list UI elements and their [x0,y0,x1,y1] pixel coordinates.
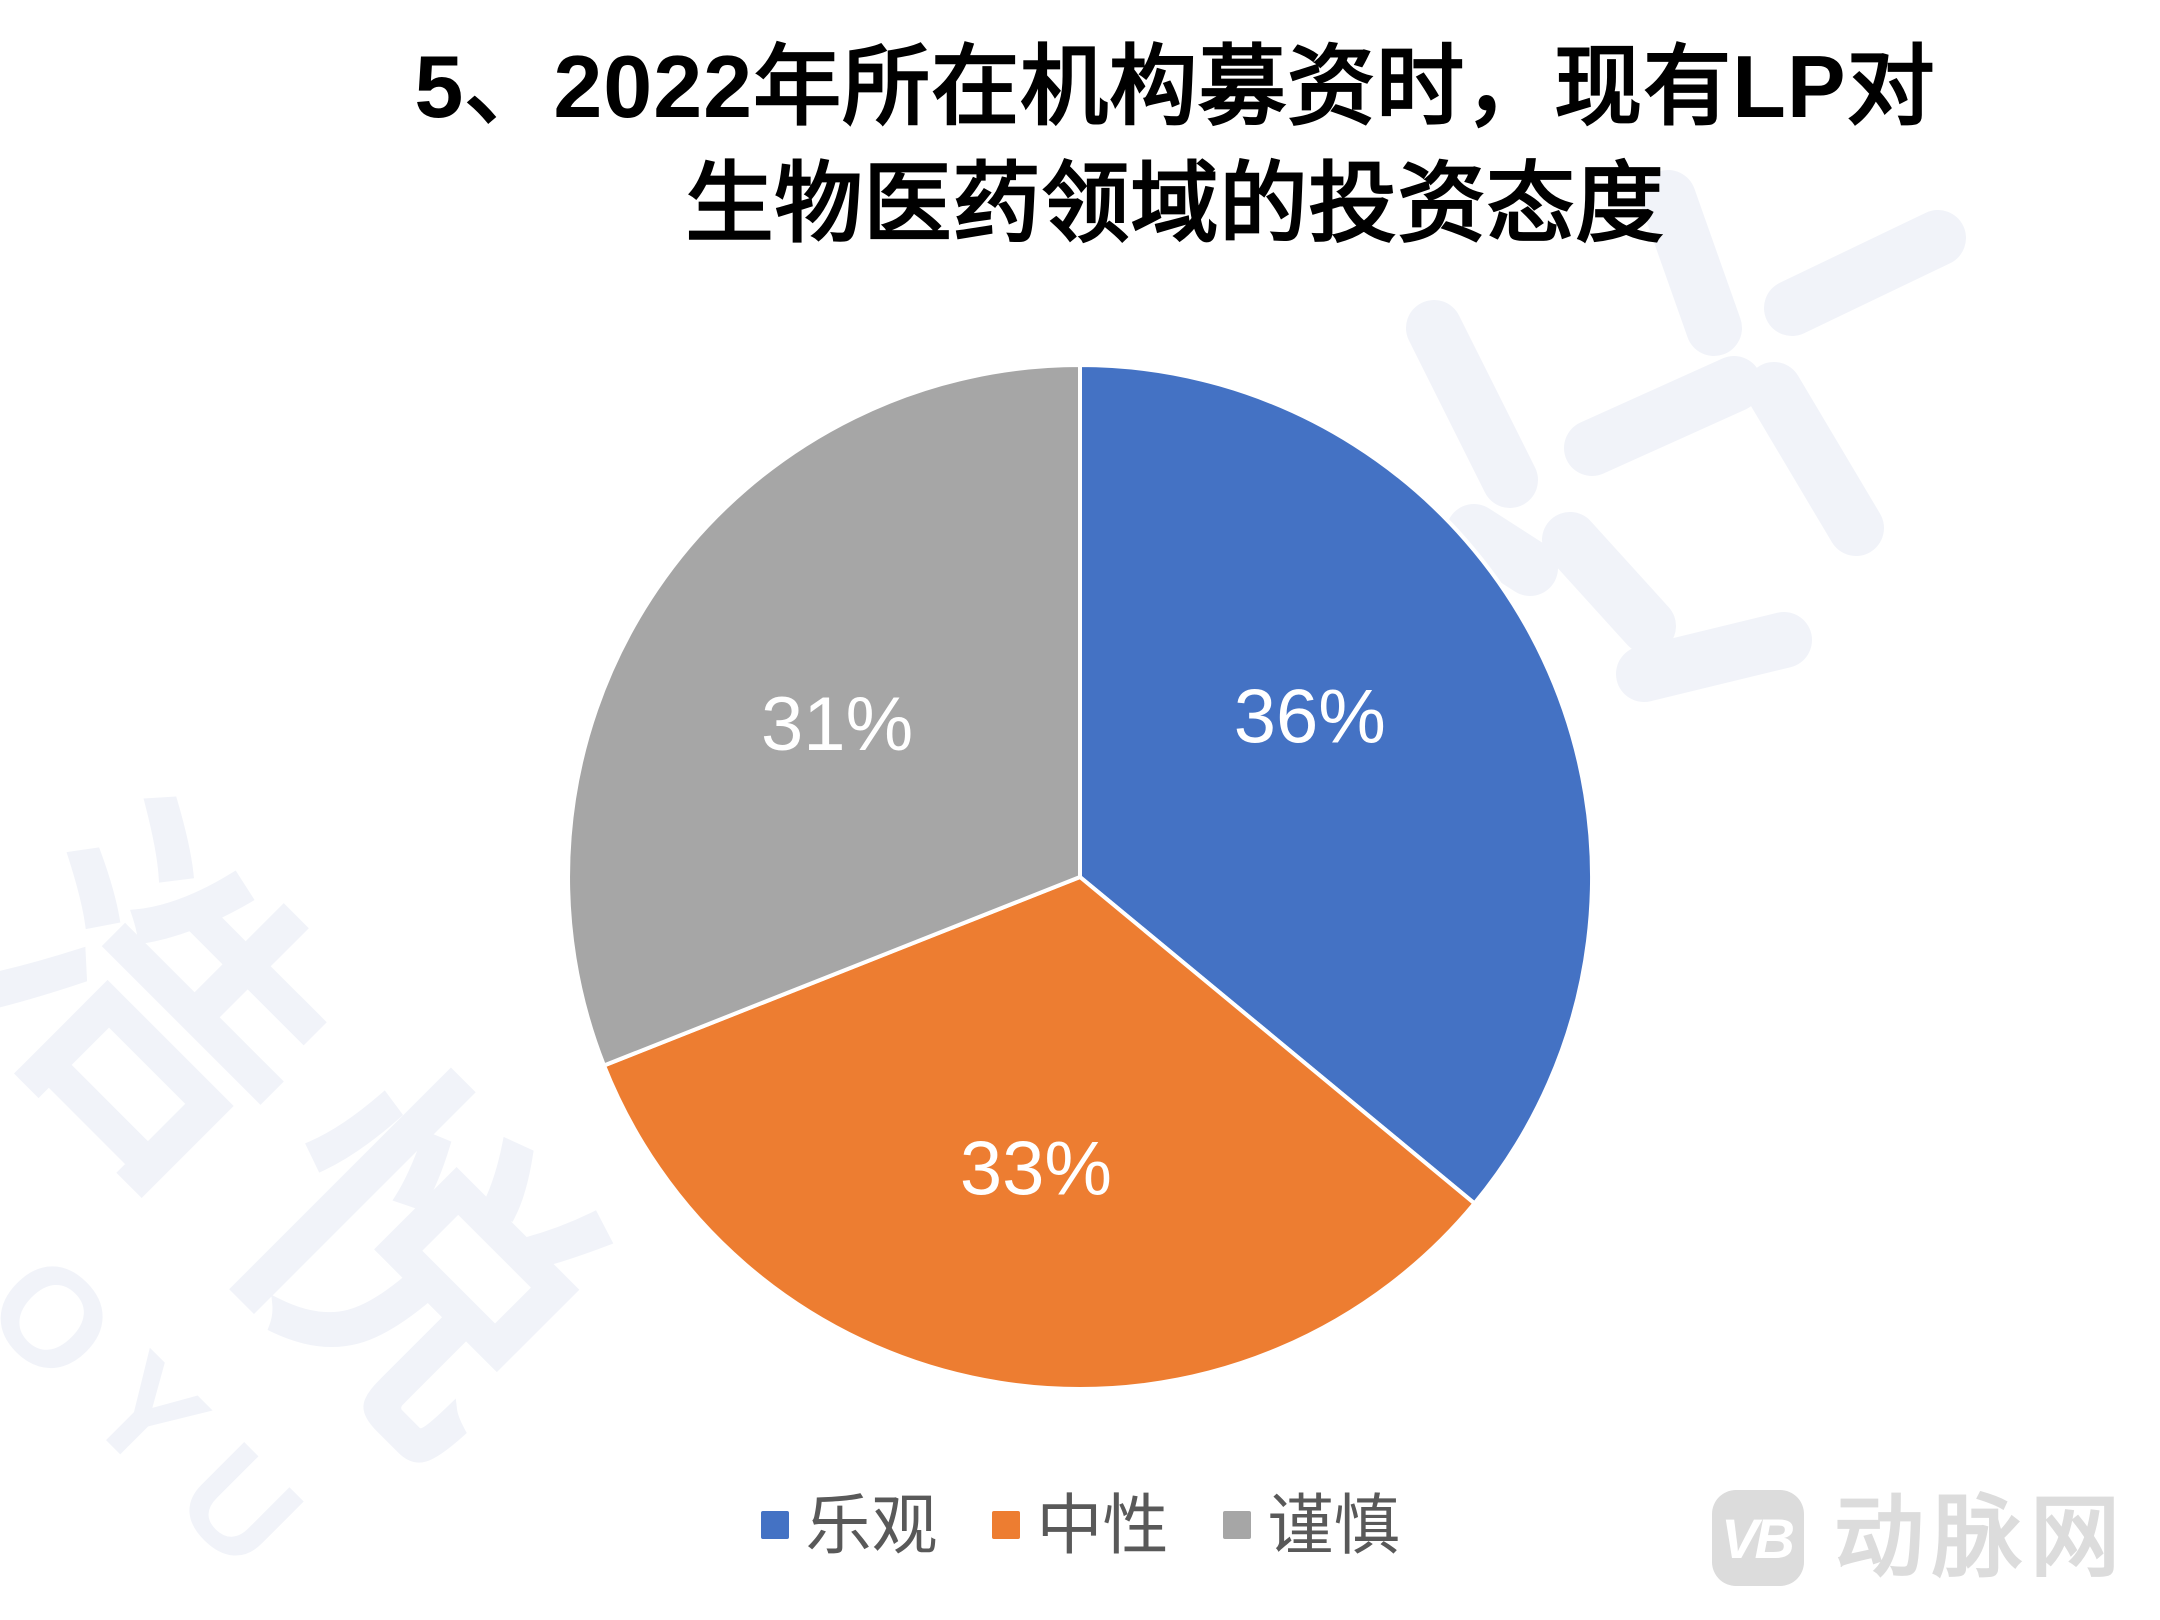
pie-slice-neutral [602,875,1477,1391]
legend-label-neutral: 中性 [1036,1488,1169,1562]
chart-title: 5、2022年所在机构募资时，现有LP对 生物医药领域的投资态度 [330,28,2020,262]
vbdata-logo: VB 动脉网 [1712,1490,2128,1586]
pie-slice-optimistic [1078,363,1595,1206]
legend-marker-optimistic [760,1511,789,1539]
legend-marker-cautious [1222,1511,1251,1539]
vb-brand-name: 动脉网 [1834,1488,2128,1588]
legend-item-cautious: 谨慎 [1222,1488,1400,1562]
chart-title-line-2: 生物医药领域的投资态度 [685,154,1665,254]
legend-item-optimistic: 乐观 [760,1488,938,1562]
legend-label-cautious: 谨慎 [1267,1488,1400,1562]
chart-legend: 乐观 中性 谨慎 [0,1492,2160,1558]
legend-item-neutral: 中性 [991,1488,1169,1562]
pie-data-label-optimistic: 36% [1234,675,1386,760]
legend-marker-neutral [991,1511,1020,1539]
vb-badge-text: VB [1721,1506,1795,1570]
legend-label-optimistic: 乐观 [805,1488,938,1562]
chart-title-line-1: 5、2022年所在机构募资时，现有LP对 [414,37,1936,136]
pie-slice-cautious [566,363,1082,1068]
pie-data-label-cautious: 31% [761,682,913,767]
pie-data-label-neutral: 33% [960,1127,1112,1212]
vb-badge-icon: VB [1712,1490,1804,1586]
